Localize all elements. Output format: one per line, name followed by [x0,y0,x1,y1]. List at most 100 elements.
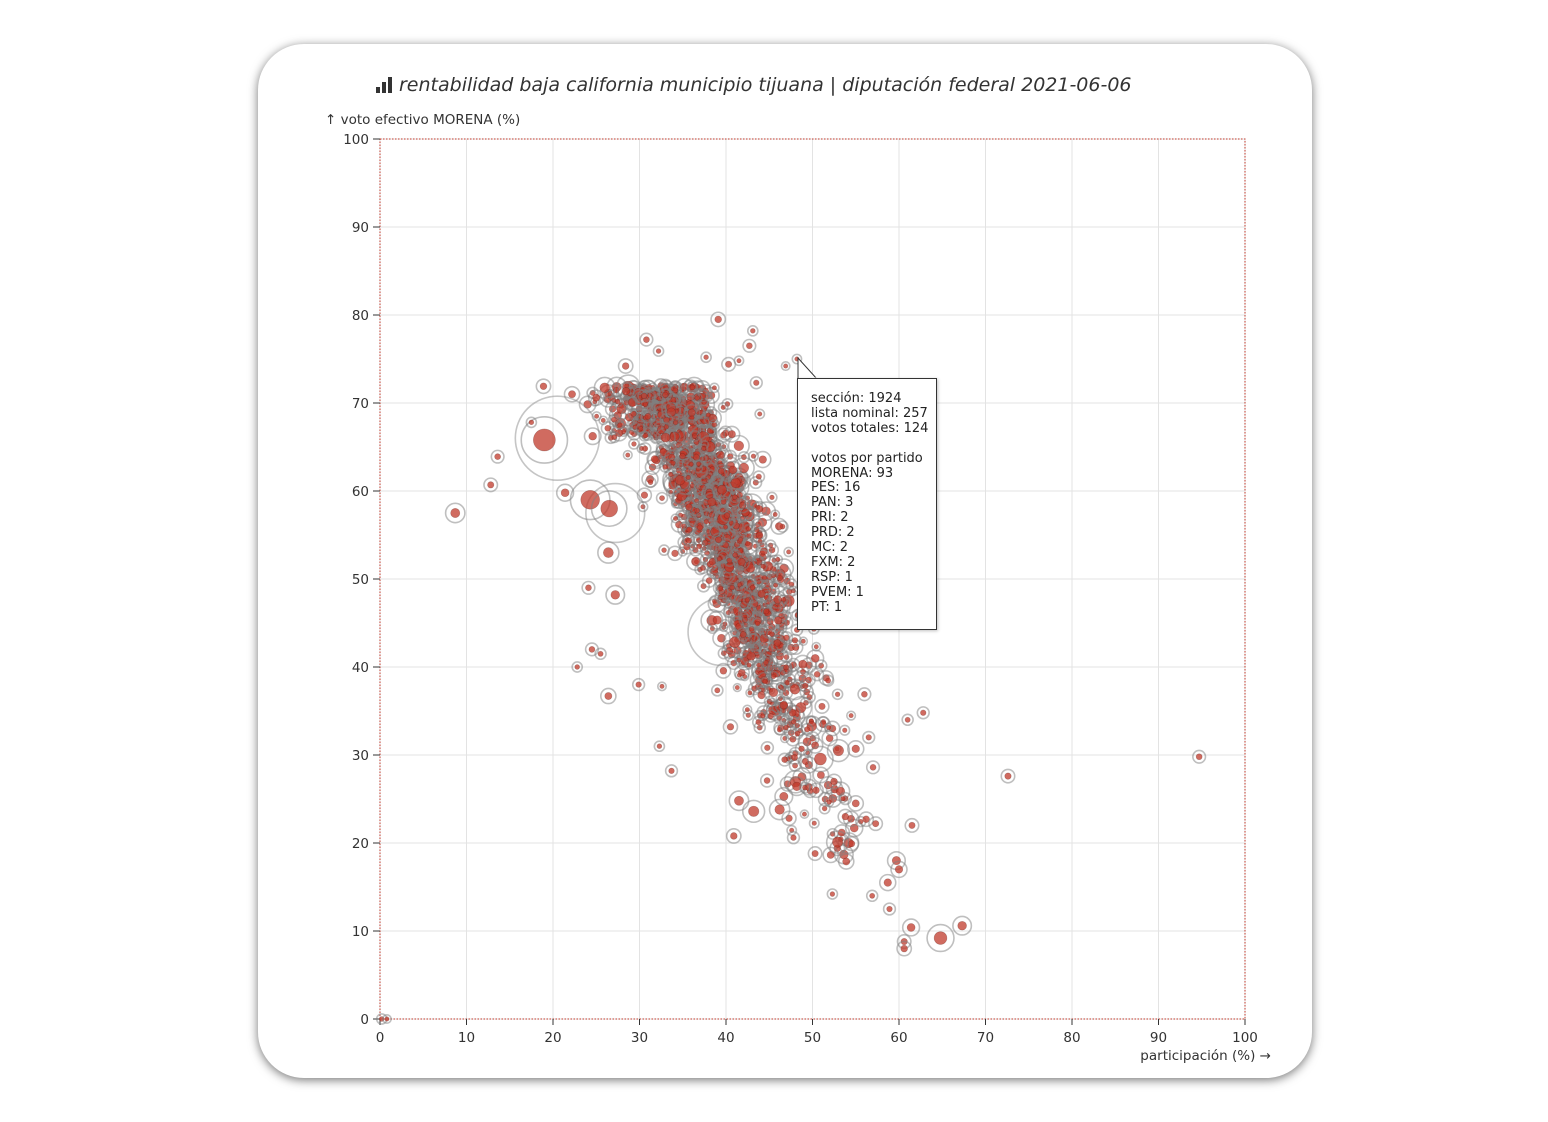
point-marker [886,905,893,913]
point-marker [656,743,663,749]
point-ring [901,918,921,937]
x-tick-label: 50 [804,1030,821,1046]
point-ring [807,846,823,862]
point-marker [592,393,601,402]
point-marker [829,891,836,897]
point-marker [610,590,620,600]
point-ring [760,676,770,687]
point-marker [599,382,610,393]
point-ring [865,889,879,903]
point-ring [744,660,754,670]
point-marker [739,631,747,638]
point-ring [814,698,830,714]
point-marker [865,734,872,741]
point-marker [755,719,762,726]
point-marker [673,515,679,521]
point-marker [568,390,576,399]
point-marker [711,385,717,391]
point-marker [1004,772,1012,780]
chart-title-text: rentabilidad baja california municipio t… [399,74,1132,96]
point-marker [769,494,775,500]
point-marker [643,433,649,439]
point-marker [763,608,770,615]
point-ring [774,786,794,807]
point-ring [691,392,703,404]
point-marker [760,713,766,719]
point-ring [823,722,834,733]
point-marker [746,651,756,661]
point-ring [675,509,686,521]
tooltip-line: PVEM: 1 [811,584,864,600]
point-ring [779,660,793,674]
point-marker [604,692,613,700]
point-marker [726,723,735,731]
point-ring [777,752,792,767]
points-highlighted [375,311,1207,1025]
point-marker [533,428,556,452]
point-ring [811,641,822,652]
point-ring [690,504,704,517]
point-marker [670,460,676,466]
point-ring [644,476,657,489]
point-ring [761,606,775,621]
point-marker [861,690,868,698]
point-ring [444,502,466,524]
point-ring [600,421,615,436]
point-ring [591,411,602,422]
point-marker [574,664,580,670]
point-marker [802,784,808,791]
point-ring [686,459,697,470]
point-marker [711,422,717,428]
point-marker [758,455,767,464]
point-marker [720,404,726,410]
point-marker [661,547,667,553]
point-ring [800,722,814,736]
point-marker [848,713,854,719]
point-ring [780,361,791,372]
point-ring [741,799,766,824]
point-ring [638,442,652,456]
point-marker [643,336,650,343]
point-ring [732,553,751,571]
point-ring [720,508,735,523]
point-marker [539,382,548,390]
point-marker [647,479,654,485]
point-marker [773,639,782,647]
point-marker [745,597,751,603]
x-tick-label: 100 [1232,1030,1258,1046]
bar-chart-icon [376,77,392,93]
tooltip-line: votos totales: 124 [811,420,929,436]
point-ring [593,376,616,399]
point-marker [830,777,838,786]
point-marker [754,620,761,627]
point-ring [786,824,798,836]
y-tick-label: 80 [352,308,369,324]
point-marker [906,923,916,932]
y-tick-label: 50 [352,572,369,588]
point-ring [628,438,640,450]
point-marker [688,461,694,467]
point-ring [789,695,813,720]
point-ring [656,681,667,692]
point-ring [614,419,625,431]
point-marker [712,615,722,625]
point-ring [660,421,672,433]
points-cloud [514,374,867,865]
point-marker [642,402,648,408]
point-ring [759,572,770,583]
point-ring [952,915,973,936]
point-ring [761,592,772,603]
point-marker [703,354,709,360]
point-ring [682,523,697,537]
point-ring [569,479,611,521]
point-marker [714,315,722,324]
point-marker [840,796,846,802]
tooltip-line: PRD: 2 [811,525,855,541]
y-tick-label: 70 [352,396,369,412]
point-ring [838,794,848,804]
point-marker [686,526,693,533]
point-ring [733,664,750,681]
point-marker [671,549,679,557]
point-ring [664,764,679,778]
point-marker [832,745,844,757]
